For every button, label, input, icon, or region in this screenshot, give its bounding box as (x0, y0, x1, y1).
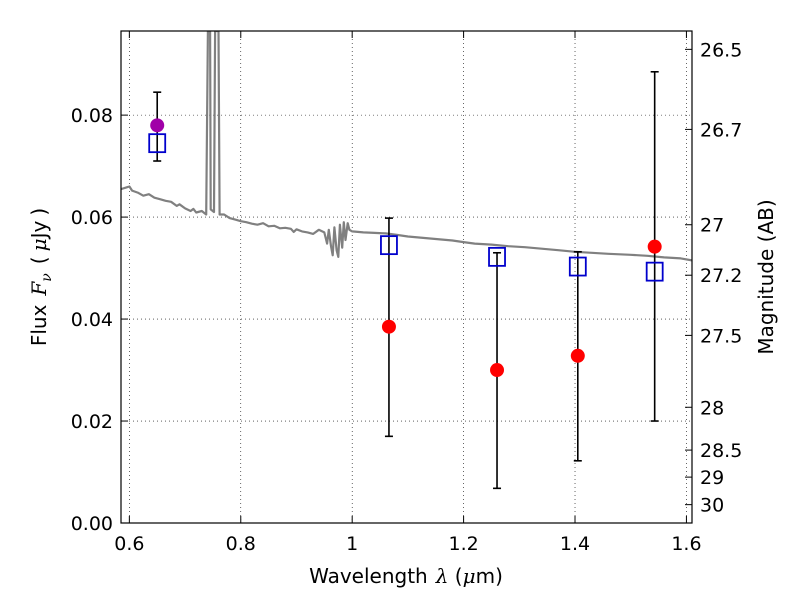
observed-point (490, 363, 505, 378)
y2-tick-label: 28.5 (700, 440, 742, 462)
model-point (488, 246, 506, 267)
y2-tick-label: 27.2 (700, 265, 742, 287)
y2-tick-label: 27 (700, 215, 724, 237)
observed-point (570, 348, 585, 363)
observed-point (381, 319, 396, 334)
model-point (148, 133, 167, 154)
y-tick-label: 0.04 (71, 309, 113, 331)
x-tick-label: 1 (346, 533, 358, 555)
y2-tick-label: 30 (700, 495, 724, 517)
model-spectrum (121, 31, 692, 262)
error-bars (153, 70, 659, 490)
y2-tick-label: 28 (700, 397, 724, 419)
y-tick-label: 0.00 (71, 513, 113, 535)
y-tick-label: 0.02 (71, 411, 113, 433)
x-axis-label: Wavelength λ (μm) (309, 564, 503, 588)
spectrum-line (121, 31, 692, 262)
y2-tick-label: 27.5 (700, 325, 742, 347)
x-tick-label: 1.4 (560, 533, 590, 555)
x-tick-label: 0.8 (226, 533, 256, 555)
model-point (380, 235, 398, 256)
model-point (645, 261, 664, 282)
model-photometry-points (148, 133, 664, 282)
observed-point (150, 118, 165, 133)
y2-tick-label: 29 (700, 467, 724, 489)
observed-points (150, 118, 662, 378)
observed-point (647, 239, 662, 254)
axis-ticks: 0.6 0.8 1 1.2 1.4 1.6 0.00 0.02 0.04 0.06 0.08 26.5… (71, 31, 742, 555)
x-tick-label: 1.2 (448, 533, 478, 555)
x-tick-label: 1.6 (671, 533, 701, 555)
y2-axis-label: Magnitude (AB) (754, 199, 778, 354)
y-tick-label: 0.08 (71, 105, 113, 127)
y-tick-label: 0.06 (71, 207, 113, 229)
model-point (568, 256, 587, 277)
plot-frame (120, 30, 693, 524)
y2-tick-label: 26.5 (700, 39, 742, 61)
x-tick-label: 0.6 (114, 533, 144, 555)
y-axis-label: FluxFν(μJy) (27, 208, 55, 346)
y2-tick-label: 26.7 (700, 119, 742, 141)
